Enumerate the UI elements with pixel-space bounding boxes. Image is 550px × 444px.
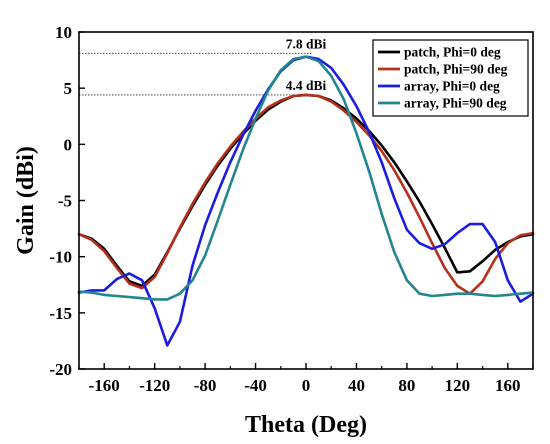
legend: patch, Phi=0 deg patch, Phi=90 deg array, … (372, 39, 529, 117)
annotation-1: 4.4 dBi (286, 78, 327, 93)
x-tick-label: -40 (244, 376, 267, 395)
y-tick-label: 5 (64, 79, 73, 98)
series-line-3 (77, 55, 535, 301)
legend-label-1: patch, Phi=90 deg (404, 62, 508, 77)
y-tick-label: -20 (49, 360, 72, 379)
annotation-0: 7.8 dBi (286, 36, 327, 51)
series-line-0 (77, 93, 535, 288)
y-tick-label: -15 (49, 304, 72, 323)
legend-label-2: array, Phi=0 deg (404, 79, 500, 94)
series-line-1 (77, 93, 535, 296)
y-tick-label: -5 (58, 192, 72, 211)
x-tick-label: -120 (139, 376, 170, 395)
x-axis-title: Theta (Deg) (245, 412, 367, 438)
x-tick-label: 40 (348, 376, 365, 395)
x-tick-label: 0 (302, 376, 311, 395)
y-tick-label: -10 (49, 248, 72, 267)
x-tick-label: 80 (398, 376, 415, 395)
x-tick-label: 120 (445, 376, 471, 395)
annotations: 7.8 dBi 4.4 dBi (286, 36, 327, 93)
x-tick-label: -160 (89, 376, 120, 395)
x-tick-label: 160 (495, 376, 521, 395)
reference-lines (79, 52, 313, 96)
axis-ticks: -160 -120 -80 -40 0 40 80 120 160 10 5 0 -5 -10 -15 -20 (49, 23, 534, 395)
y-tick-label: 10 (55, 23, 72, 42)
x-tick-label: -80 (194, 376, 217, 395)
legend-label-3: array, Phi=90 deg (404, 96, 507, 111)
y-tick-label: 0 (64, 135, 73, 154)
y-axis-title: Gain (dBi) (13, 146, 39, 255)
series-layer (77, 55, 535, 347)
legend-label-0: patch, Phi=0 deg (404, 45, 501, 60)
